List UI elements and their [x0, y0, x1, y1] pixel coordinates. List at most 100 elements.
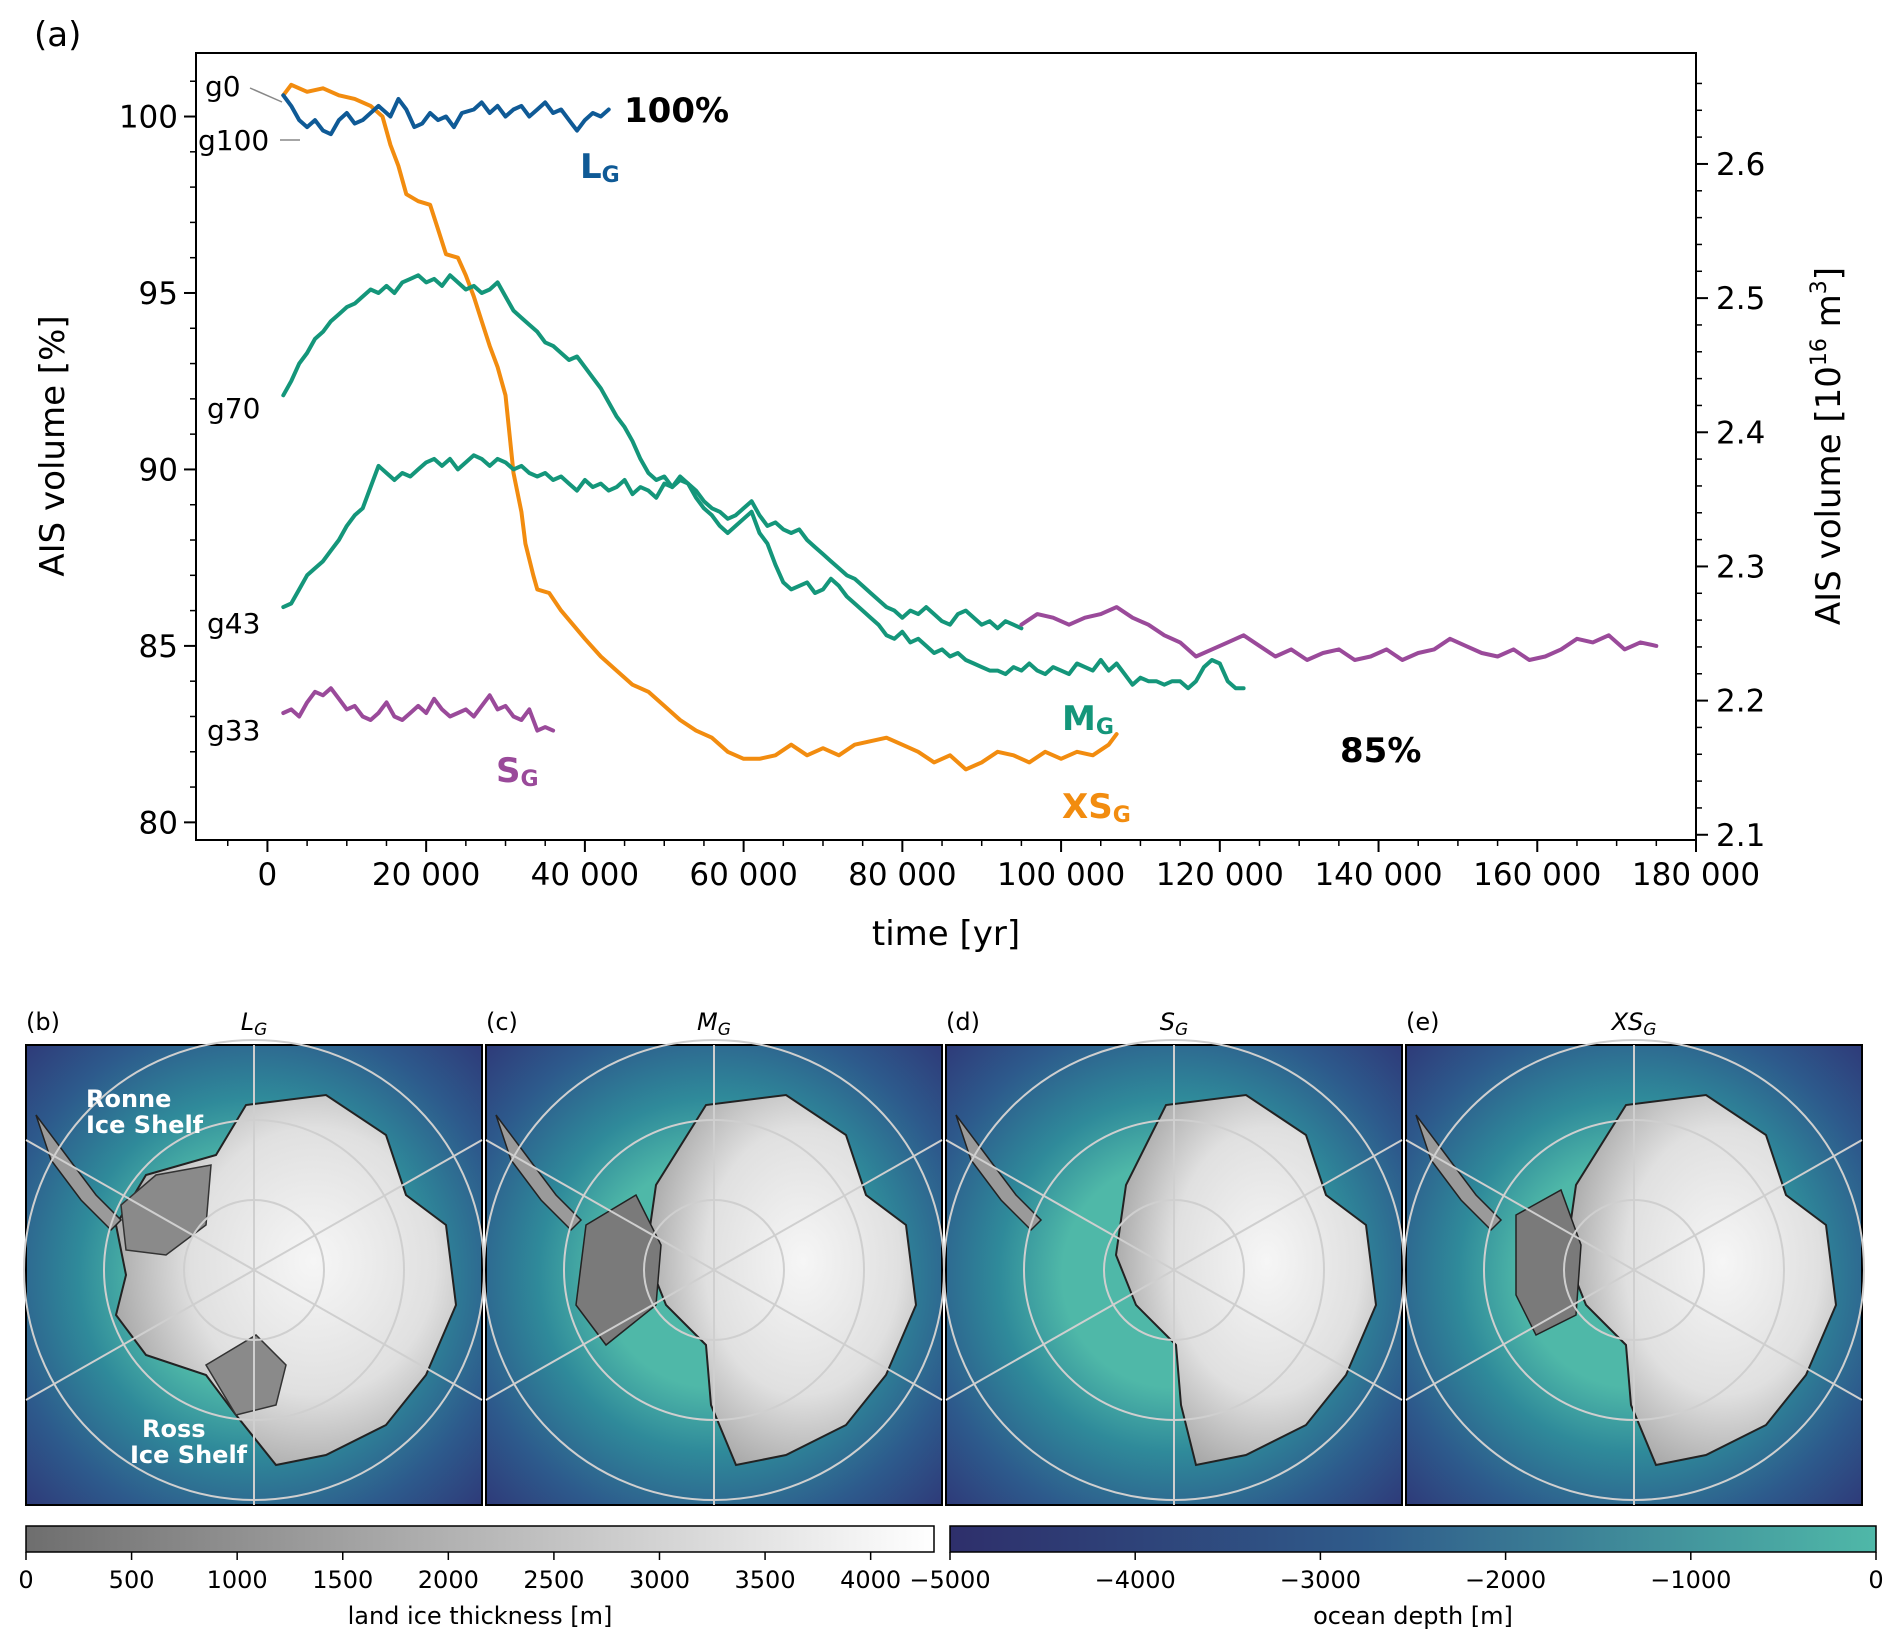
series-label-sg-main: S: [496, 751, 521, 791]
g33-annotation: g33: [207, 714, 260, 747]
pct100-annotation: 100%: [624, 91, 729, 131]
x-axis-ticks: 0 20 000 40 000 60 000 80 000 100 000 120 000 1…: [226, 840, 1760, 893]
map-b-panel-label: (b): [26, 1008, 60, 1036]
x-tick-label: 80 000: [848, 857, 956, 893]
g43-annotation: g43: [207, 607, 260, 640]
x-tick-label: 100 000: [997, 857, 1125, 893]
map-panel-e: [1403, 1039, 1865, 1506]
map-panel-c: [483, 1039, 945, 1506]
ice-tick-label: 3000: [629, 1566, 690, 1594]
x-tick-label: 160 000: [1473, 857, 1601, 893]
ice-tick-label: 4000: [840, 1566, 901, 1594]
map-e-grid-meridian-3: [1405, 1139, 1863, 1401]
series-line: [1019, 605, 1659, 662]
map-c-title-main: M: [697, 1008, 718, 1036]
ice-tick-label: 3500: [735, 1566, 796, 1594]
colorbar-ice-bar: [25, 1525, 935, 1553]
y-tick-label: 95: [139, 276, 178, 312]
y2-tick-label: 2.3: [1716, 549, 1765, 585]
pct85-annotation: 85%: [1340, 731, 1421, 771]
y2-tick-label: 2.2: [1716, 684, 1765, 720]
map-b-label-ross-1: Ross: [142, 1415, 206, 1443]
colorbar-ocean: −5000 −4000 −3000 −2000 −1000 0 ocean depth […: [909, 1525, 1884, 1630]
ocean-tick-label: −2000: [1465, 1566, 1546, 1594]
x-tick-label: 60 000: [689, 857, 797, 893]
map-d-title-main: S: [1160, 1008, 1175, 1036]
y2-tick-label: 2.5: [1716, 281, 1765, 317]
ocean-tick-label: 0: [1868, 1566, 1883, 1594]
series-label-lg-sub: G: [602, 163, 620, 188]
map-c-panel-label: (c): [486, 1008, 518, 1036]
y2-axis-ticks: 2.1 2.2 2.3 2.4 2.5 2.6: [1696, 82, 1765, 854]
g100-annotation: g100: [198, 124, 269, 157]
y-axis-label: AIS volume [%]: [33, 315, 73, 576]
y2-label-unit-exp: 3: [1807, 280, 1832, 294]
series-line: [281, 93, 611, 137]
map-c-grid-meridian-3: [485, 1139, 943, 1401]
y2-label-close: ]: [1809, 267, 1849, 280]
x-tick-label: 140 000: [1314, 857, 1442, 893]
map-b-label-ronne-1: Ronne: [86, 1085, 171, 1113]
map-b-title-main: L: [241, 1008, 254, 1036]
y2-label-unit: m: [1809, 294, 1849, 338]
x-axis-label: time [yr]: [872, 914, 1020, 954]
series-label-mg-sub: G: [1096, 715, 1114, 740]
map-d-title-sub: G: [1175, 1020, 1188, 1040]
ice-tick-label: 2500: [523, 1566, 584, 1594]
series-label-sg-sub: G: [521, 767, 539, 792]
y2-tick-label: 2.4: [1716, 415, 1765, 451]
x-tick-label: 20 000: [372, 857, 480, 893]
g70-annotation: g70: [207, 392, 260, 425]
ice-tick-label: 500: [109, 1566, 155, 1594]
map-e-panel-label: (e): [1406, 1008, 1440, 1036]
map-panels: Ronne Ice Shelf Ross Ice Shelf (b) LG (c…: [23, 1008, 1865, 1506]
series-label-xsg-sub: G: [1113, 803, 1131, 828]
map-c-title-sub: G: [718, 1020, 731, 1040]
ice-tick-label: 1000: [207, 1566, 268, 1594]
map-c-west: [575, 1193, 662, 1347]
map-d-grid-meridian-3: [945, 1139, 1403, 1401]
y-tick-label: 100: [119, 100, 178, 136]
colorbar-ocean-bar: [949, 1525, 1877, 1553]
series-label-mg: MG: [1062, 699, 1114, 740]
map-e-west: [1515, 1188, 1582, 1337]
map-e-title-sub: G: [1643, 1020, 1656, 1040]
map-b-label-ross-2: Ice Shelf: [130, 1441, 248, 1469]
series-line: [281, 686, 556, 733]
ice-tick-label: 2000: [418, 1566, 479, 1594]
plot-frame: [195, 52, 1697, 841]
map-e-title: XSG: [1610, 1008, 1657, 1040]
map-panel-b: Ronne Ice Shelf Ross Ice Shelf: [23, 1039, 485, 1506]
colorbar-ocean-label: ocean depth [m]: [1313, 1602, 1513, 1630]
y2-label-exp: 16: [1807, 338, 1832, 366]
x-tick-label: 0: [258, 857, 278, 893]
map-panel-d: [943, 1039, 1405, 1506]
y2-label-base: AIS volume [10: [1809, 366, 1849, 625]
map-b-title-sub: G: [254, 1020, 267, 1040]
ocean-tick-label: −4000: [1095, 1566, 1176, 1594]
map-e-peninsula: [1415, 1114, 1503, 1232]
ocean-tick-label: −1000: [1650, 1566, 1731, 1594]
colorbar-ice: 0 500 1000 1500 2000 2500 3000 3500 4000 land ic…: [18, 1525, 935, 1630]
map-b-title: LG: [241, 1008, 268, 1040]
panel-a-label: (a): [34, 15, 81, 55]
colorbar-ice-ticks: 0 500 1000 1500 2000 2500 3000 3500 4000: [18, 1552, 901, 1594]
series-label-mg-main: M: [1062, 699, 1096, 739]
x-tick-label: 180 000: [1632, 857, 1760, 893]
y-axis-ticks: 80 85 90 95 100: [119, 80, 196, 841]
ice-tick-label: 1500: [312, 1566, 373, 1594]
series-label-xsg-main: XS: [1062, 787, 1113, 827]
series-line: [281, 273, 1246, 691]
series-line: [281, 82, 1119, 772]
series-label-sg: SG: [496, 751, 539, 792]
series-label-lg: LG: [580, 147, 620, 188]
x-tick-label: 40 000: [531, 857, 639, 893]
y-tick-label: 85: [139, 629, 178, 665]
colorbar-ice-label: land ice thickness [m]: [348, 1602, 613, 1630]
ice-tick-label: 0: [18, 1566, 33, 1594]
map-d-panel-label: (d): [946, 1008, 980, 1036]
y2-tick-label: 2.6: [1716, 147, 1765, 183]
map-e-title-main: XS: [1610, 1008, 1644, 1036]
series-label-xsg: XSG: [1062, 787, 1131, 828]
map-d-peninsula: [955, 1114, 1043, 1232]
